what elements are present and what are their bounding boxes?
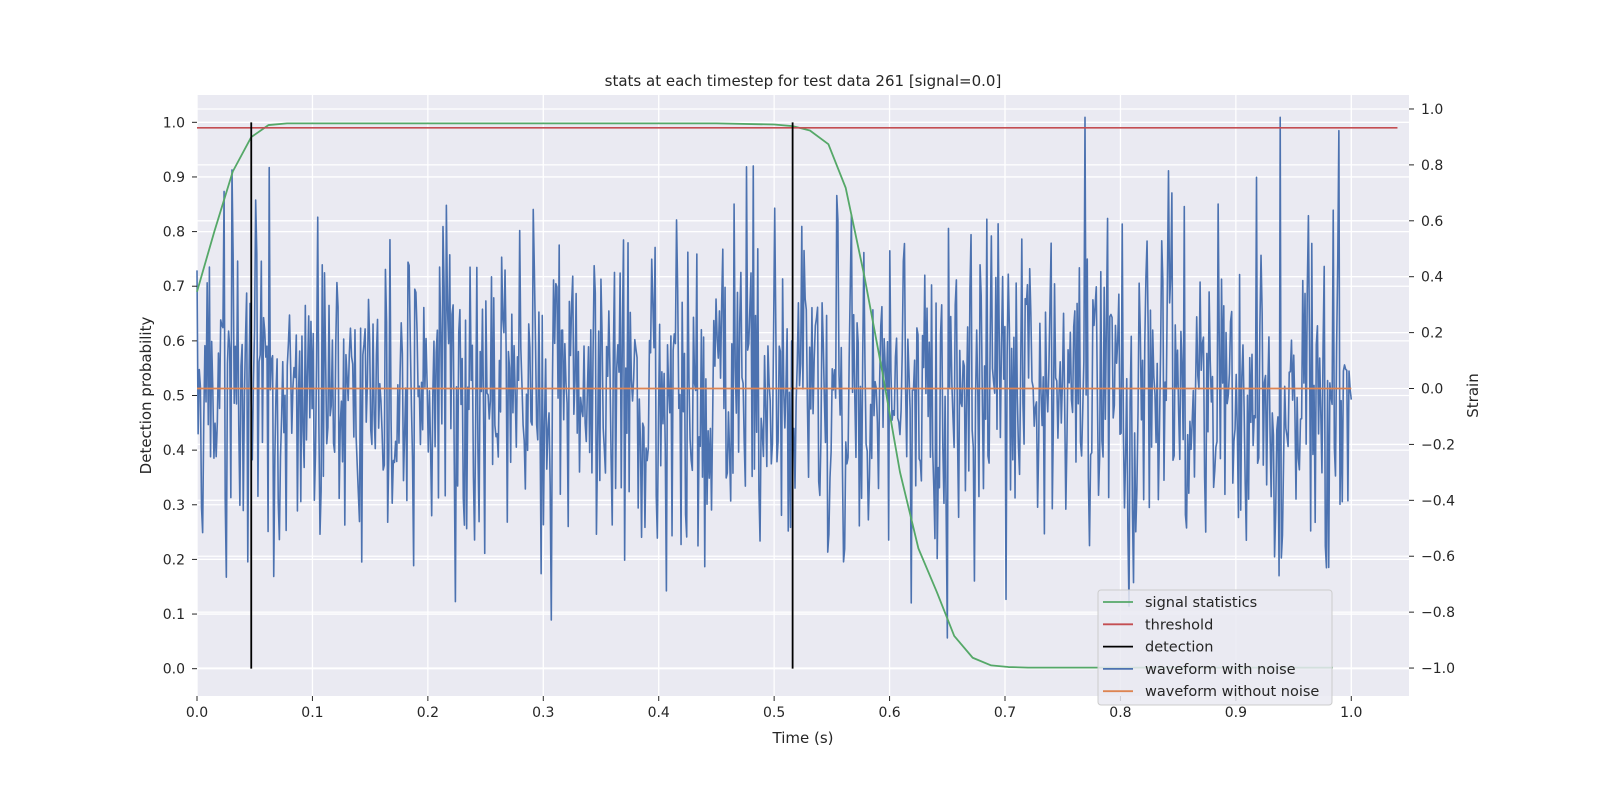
legend-label-signal-statistics: signal statistics (1145, 595, 1257, 611)
legend-label-waveform-with-noise: waveform with noise (1145, 662, 1296, 678)
series-signal-statistics (196, 122, 1333, 669)
y-right-tick-label: 0.0 (1421, 382, 1443, 398)
x-tick-label: 0.1 (301, 705, 323, 721)
x-tick-label: 0.4 (648, 705, 670, 721)
y-tick-label: 0.4 (163, 443, 185, 459)
y-right-tick-label: −0.4 (1421, 493, 1455, 509)
y-right-tick-label: −1.0 (1421, 661, 1455, 677)
legend-box (1097, 589, 1333, 706)
x-tick-label: 0.9 (1225, 705, 1247, 721)
y-axis-label: Detection probability (137, 317, 155, 475)
x-tick-label: 0.0 (186, 705, 208, 721)
axes: 0.0 0.1 0.2 0.3 0.4 0.5 0.6 0.7 0.8 0.9 1.0 0.0 0.1 0… (163, 102, 1455, 721)
y-tick-label: 0.6 (163, 334, 185, 350)
y-tick-label: 0.1 (163, 607, 185, 623)
x-tick-label: 0.3 (532, 705, 554, 721)
y-right-tick-label: −0.2 (1421, 437, 1455, 453)
y-right-tick-label: 0.4 (1421, 270, 1443, 286)
x-tick-label: 0.8 (1109, 705, 1131, 721)
legend-label-waveform-without-noise: waveform without noise (1145, 684, 1319, 700)
y-tick-label: 0.3 (163, 498, 185, 514)
chart-title: stats at each timestep for test data 261… (605, 72, 1002, 90)
y-tick-label: 0.5 (163, 389, 185, 405)
x-tick-label: 0.2 (417, 705, 439, 721)
y-axis-right-label: Strain (1464, 373, 1482, 417)
y-tick-label: 1.0 (163, 115, 185, 131)
series-layer (196, 116, 1398, 669)
y-right-tick-label: 0.6 (1421, 214, 1443, 230)
x-tick-label: 1.0 (1340, 705, 1362, 721)
x-axis-label: Time (s) (772, 729, 834, 747)
y-tick-label: 0.0 (163, 662, 185, 678)
x-tick-label: 0.6 (878, 705, 900, 721)
y-right-tick-label: −0.6 (1421, 549, 1455, 565)
legend-label-threshold: threshold (1145, 617, 1213, 633)
x-tick-label: 0.5 (763, 705, 785, 721)
y-tick-label: 0.7 (163, 279, 185, 295)
y-right-tick-label: 0.8 (1421, 158, 1443, 174)
y-tick-label: 0.8 (163, 225, 185, 241)
legend-label-detection: detection (1145, 640, 1213, 656)
y-right-tick-label: −0.8 (1421, 605, 1455, 621)
y-tick-label: 0.9 (163, 170, 185, 186)
legend: signal statistics threshold detection wa… (1097, 589, 1333, 706)
y-right-tick-label: 0.2 (1421, 326, 1443, 342)
y-tick-label: 0.2 (163, 552, 185, 568)
y-right-tick-label: 1.0 (1421, 102, 1443, 118)
x-tick-label: 0.7 (994, 705, 1016, 721)
series-waveform-with-noise (196, 116, 1353, 639)
